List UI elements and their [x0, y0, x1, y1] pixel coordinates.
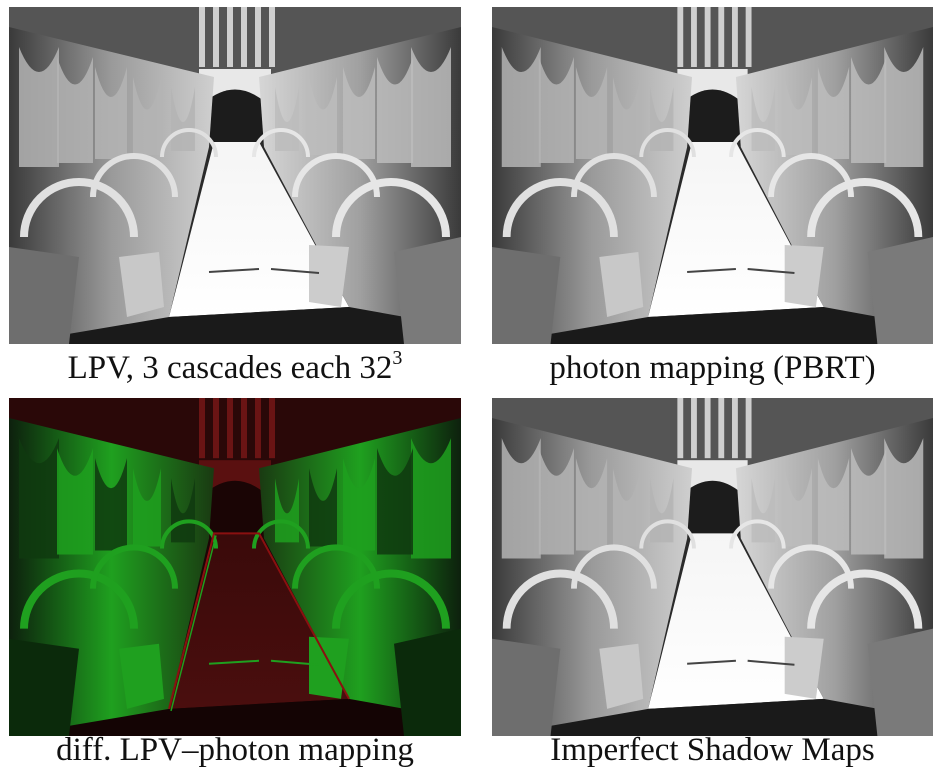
sponza-render-lpv-image — [9, 7, 461, 344]
caption-imperfect-shadow-maps: Imperfect Shadow Maps — [492, 731, 933, 769]
caption-lpv-text: LPV, 3 cascades each 32 — [67, 350, 393, 386]
sponza-render-photon-mapping-image — [492, 7, 933, 344]
caption-difference: diff. LPV–photon mapping — [9, 731, 461, 769]
caption-difference-text: diff. LPV–photon mapping — [56, 732, 414, 768]
caption-photon-mapping-text: photon mapping (PBRT) — [549, 350, 876, 386]
caption-imperfect-shadow-maps-text: Imperfect Shadow Maps — [550, 732, 875, 768]
sponza-difference-image — [9, 398, 461, 736]
caption-lpv-superscript: 3 — [392, 347, 403, 369]
sponza-render-ism-image — [492, 398, 933, 736]
caption-lpv: LPV, 3 cascades each 323 — [9, 347, 461, 387]
caption-photon-mapping: photon mapping (PBRT) — [492, 349, 933, 387]
